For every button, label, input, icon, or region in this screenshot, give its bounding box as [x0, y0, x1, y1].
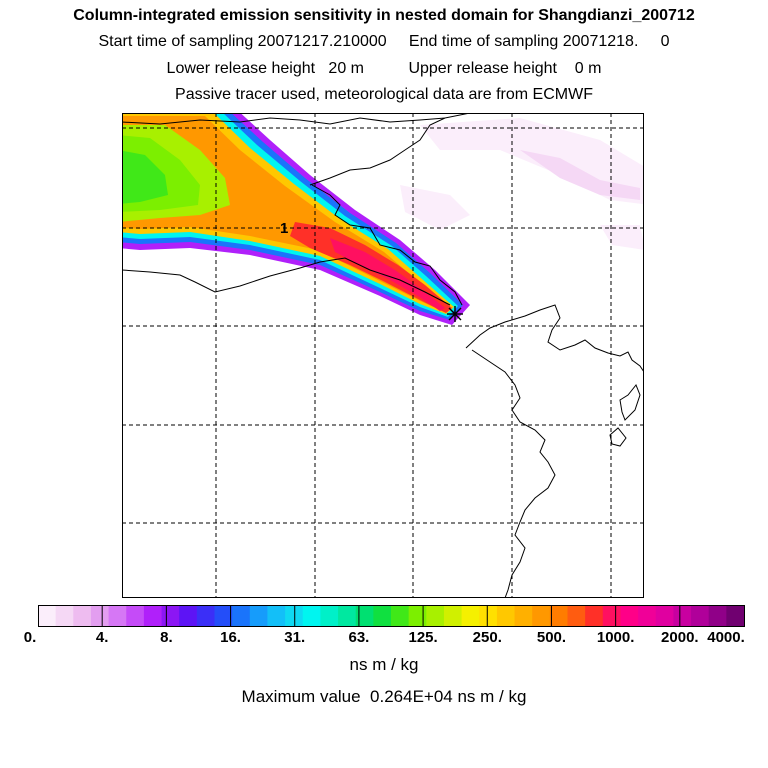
colorbar-tick-label: 500.	[536, 629, 567, 646]
colorbar-tick-label: 31.	[284, 629, 306, 646]
colorbar-swatch	[461, 606, 480, 626]
sampling-time-line: Start time of sampling 20071217.210000 E…	[98, 33, 670, 50]
colorbar-swatch	[338, 606, 357, 626]
tracer-info-line: Passive tracer used, meteorological data…	[175, 86, 593, 103]
colorbar-swatch	[179, 606, 198, 626]
coastline	[471, 349, 556, 598]
colorbar-units: ns m / kg	[349, 655, 419, 674]
colorbar-swatch	[108, 606, 127, 626]
colorbar-swatch	[549, 606, 569, 626]
colorbar-swatch	[161, 606, 180, 626]
colorbar-swatch	[232, 606, 251, 626]
colorbar-swatch	[126, 606, 145, 626]
colorbar-tick-label: 0.	[23, 629, 37, 646]
colorbar-swatch	[532, 606, 551, 626]
coastline	[311, 184, 463, 306]
colorbar-swatch	[426, 606, 445, 626]
colorbar-swatch	[391, 606, 410, 626]
colorbar-swatch	[496, 606, 516, 626]
colorbar-tick-label: 4.	[95, 629, 109, 646]
colorbar-swatch	[196, 606, 216, 626]
faint-plume-patch	[520, 150, 640, 200]
colorbar-swatch	[585, 606, 604, 626]
colorbar-swatch	[567, 606, 586, 626]
coastline	[465, 304, 644, 373]
maximum-value-text: Maximum value 0.264E+04 ns m / kg	[241, 687, 527, 706]
colorbar-swatch	[55, 606, 74, 626]
colorbar-swatch	[673, 606, 692, 626]
colorbar-swatch	[479, 606, 498, 626]
colorbar-tick-label: 63.	[348, 629, 370, 646]
colorbar-frame	[38, 605, 745, 627]
map-frame	[122, 113, 644, 598]
station-star-icon	[447, 306, 463, 322]
colorbar-tick-label: 8.	[160, 629, 173, 646]
plume-core-pink	[330, 238, 445, 311]
colorbar-swatch	[355, 606, 374, 626]
emission-sensitivity-field	[122, 113, 644, 325]
colorbar-swatch	[38, 606, 57, 626]
colorbar-swatch	[249, 606, 269, 626]
colorbar-swatch	[638, 606, 657, 626]
colorbar-swatch	[620, 606, 639, 626]
colorbar-swatches	[38, 606, 745, 626]
colorbar-swatch	[408, 606, 427, 626]
colorbar-tick-label: 1000.	[596, 629, 635, 646]
colorbar-swatch	[726, 606, 745, 626]
colorbar-swatch	[302, 606, 321, 626]
colorbar-swatch	[373, 606, 392, 626]
faint-plume-patch	[400, 185, 470, 230]
island-outline	[609, 427, 627, 447]
release-height-line: Lower release height 20 m Upper release …	[166, 60, 602, 77]
lat-lon-grid	[122, 113, 644, 598]
colorbar-swatch	[514, 606, 533, 626]
colorbar-swatch	[73, 606, 92, 626]
colorbar-swatch	[143, 606, 163, 626]
colorbar-swatch	[320, 606, 339, 626]
colorbar-tick-label: 2000.	[661, 629, 699, 646]
colorbar-swatch	[267, 606, 286, 626]
colorbar-tick-label: 250.	[472, 629, 502, 646]
colorbar-tick-label: 125.	[408, 629, 438, 646]
colorbar-swatch	[214, 606, 233, 626]
colorbar-tick-label: 4000.	[707, 629, 745, 646]
colorbar-swatch	[90, 606, 110, 626]
colorbar-swatch	[655, 606, 674, 626]
plume-core-green-dark	[122, 150, 168, 204]
trajectory-label: 1	[280, 220, 288, 237]
coastline	[122, 257, 451, 306]
colorbar-swatch	[443, 606, 463, 626]
island-outline	[619, 384, 641, 421]
colorbar-swatch	[285, 606, 304, 626]
colorbar-swatch	[691, 606, 710, 626]
colorbar-swatch	[708, 606, 727, 626]
colorbar-swatch	[602, 606, 622, 626]
faint-plume-patch	[600, 225, 644, 250]
plot-title: Column-integrated emission sensitivity i…	[73, 7, 695, 24]
coastline	[309, 117, 446, 186]
colorbar-tick-label: 16.	[220, 629, 241, 646]
